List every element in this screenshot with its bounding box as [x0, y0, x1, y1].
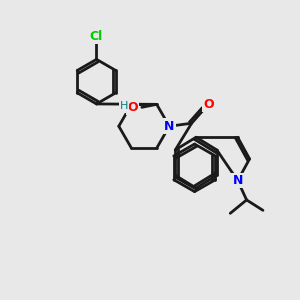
- Text: O: O: [203, 98, 214, 111]
- Text: H: H: [120, 101, 128, 111]
- Text: O: O: [128, 101, 138, 114]
- Text: N: N: [164, 120, 175, 133]
- Text: N: N: [232, 174, 243, 187]
- Text: Cl: Cl: [90, 30, 103, 43]
